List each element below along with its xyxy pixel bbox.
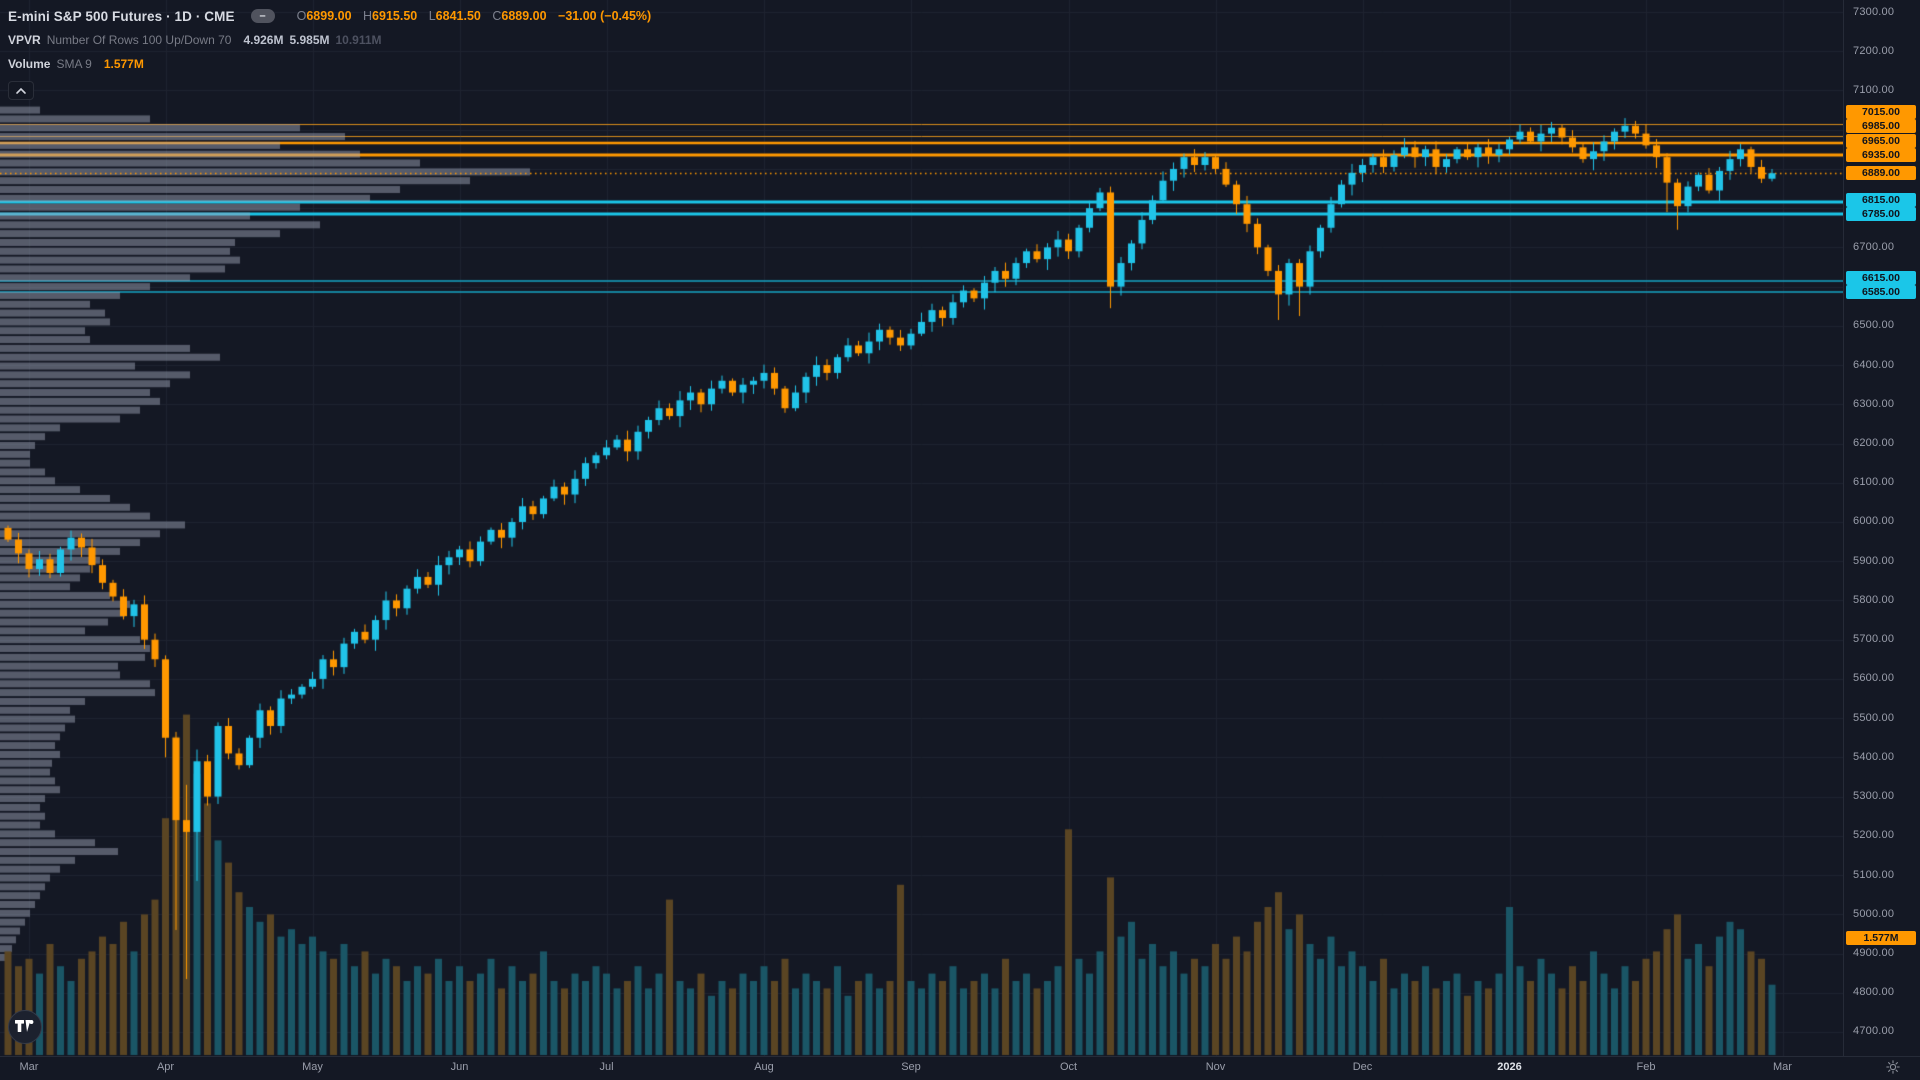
close-value: 6889.00 — [501, 9, 547, 23]
time-axis-label: Jun — [450, 1061, 469, 1073]
volume-params: SMA 9 — [56, 57, 92, 71]
time-axis-label: May — [302, 1061, 323, 1073]
price-level-badge: 6585.00 — [1846, 285, 1916, 300]
volume-indicator-row[interactable]: Volume SMA 9 1.577M — [8, 53, 651, 75]
price-axis[interactable]: 7300.00 7200.00 7100.00 6700.00 6500.00 6400.… — [1843, 0, 1920, 1056]
price-axis-label: 6000.00 — [1853, 515, 1895, 528]
price-level-badge: 7015.00 — [1846, 104, 1916, 119]
price-chart-canvas[interactable] — [0, 0, 1843, 1056]
gear-icon — [1886, 1060, 1900, 1074]
open-label: O — [296, 9, 307, 23]
hide-indicator-button[interactable]: – — [250, 9, 275, 23]
price-axis-label: 6400.00 — [1853, 358, 1895, 371]
vpvr-total-volume: 10.911M — [335, 33, 382, 47]
vpvr-down-volume: 5.985M — [289, 33, 330, 47]
price-level-badge: 6965.00 — [1846, 133, 1916, 148]
time-axis-label: Mar — [19, 1061, 39, 1073]
price-level-badge: 6785.00 — [1846, 207, 1916, 222]
volume-sma-badge: 1.577M — [1846, 931, 1916, 946]
price-axis-label: 6300.00 — [1853, 397, 1895, 410]
time-axis-label: Aug — [754, 1061, 774, 1073]
high-label: H — [363, 9, 373, 23]
ohlc-readout: O6899.00 H6915.50 L6841.50 C6889.00 −31.… — [289, 9, 652, 23]
axis-separator-vertical — [1843, 0, 1844, 1056]
time-axis-label: Jul — [599, 1061, 614, 1073]
price-axis-label: 5800.00 — [1853, 593, 1895, 606]
price-axis-label: 5700.00 — [1853, 633, 1895, 646]
price-level-badge: 6615.00 — [1846, 270, 1916, 285]
vpvr-params: Number Of Rows 100 Up/Down 70 — [46, 33, 232, 47]
price-axis-label: 5400.00 — [1853, 750, 1895, 763]
low-value: 6841.50 — [435, 9, 481, 23]
timezone-settings-button[interactable] — [1884, 1058, 1902, 1076]
price-axis-label: 5300.00 — [1853, 790, 1895, 803]
price-axis-label: 5200.00 — [1853, 829, 1895, 842]
time-axis-label: Nov — [1205, 1061, 1226, 1073]
time-axis-label: Feb — [1636, 1061, 1656, 1073]
time-axis-label: Oct — [1059, 1061, 1078, 1073]
open-value: 6899.00 — [306, 9, 352, 23]
vpvr-indicator-row[interactable]: VPVR Number Of Rows 100 Up/Down 70 4.926… — [8, 29, 651, 51]
time-axis[interactable]: Mar Apr May Jun Jul Aug Sep Oct Nov Dec 2026 Feb Mar — [0, 1057, 1843, 1080]
chevron-up-icon — [15, 87, 27, 95]
price-level-badge: 6889.00 — [1846, 166, 1916, 181]
symbol-title[interactable]: E-mini S&P 500 Futures · 1D · CME — [8, 8, 235, 24]
symbol-row: E-mini S&P 500 Futures · 1D · CME – O689… — [8, 5, 651, 27]
time-axis-label: 2026 — [1497, 1061, 1522, 1073]
vpvr-name[interactable]: VPVR — [8, 33, 41, 47]
price-axis-label: 7200.00 — [1853, 44, 1895, 57]
price-axis-label: 6500.00 — [1853, 319, 1895, 332]
high-value: 6915.50 — [372, 9, 418, 23]
axis-separator-horizontal — [0, 1056, 1920, 1057]
price-axis-label: 5600.00 — [1853, 672, 1895, 685]
price-axis-label: 5100.00 — [1853, 868, 1895, 881]
price-axis-label: 6700.00 — [1853, 240, 1895, 253]
time-axis-label: Mar — [1773, 1061, 1792, 1073]
chart-legend: E-mini S&P 500 Futures · 1D · CME – O689… — [8, 5, 651, 100]
vpvr-up-volume: 4.926M — [243, 33, 284, 47]
price-axis-label: 5000.00 — [1853, 907, 1895, 920]
price-axis-label: 7300.00 — [1853, 5, 1895, 18]
volume-name[interactable]: Volume — [8, 57, 51, 71]
price-axis-label: 4800.00 — [1853, 986, 1895, 999]
time-axis-label: Dec — [1352, 1061, 1373, 1073]
close-label: C — [492, 9, 502, 23]
price-axis-label: 5900.00 — [1853, 554, 1895, 567]
price-level-badge: 6935.00 — [1846, 148, 1916, 163]
time-axis-label: Sep — [901, 1061, 921, 1073]
price-axis-label: 4900.00 — [1853, 947, 1895, 960]
price-axis-label: 4700.00 — [1853, 1025, 1895, 1038]
price-axis-label: 6100.00 — [1853, 476, 1895, 489]
time-axis-label: Apr — [156, 1061, 175, 1073]
tradingview-logo-icon — [15, 1020, 35, 1034]
price-axis-label: 7100.00 — [1853, 83, 1895, 96]
price-level-badge: 6985.00 — [1846, 119, 1916, 134]
price-axis-label: 6200.00 — [1853, 437, 1895, 450]
collapse-legend-button[interactable] — [8, 81, 34, 100]
price-level-badge: 6815.00 — [1846, 192, 1916, 207]
change-value: −31.00 (−0.45%) — [558, 9, 652, 23]
tradingview-logo[interactable] — [8, 1010, 42, 1044]
price-axis-label: 5500.00 — [1853, 711, 1895, 724]
low-label: L — [428, 9, 436, 23]
volume-sma-value: 1.577M — [103, 57, 144, 71]
